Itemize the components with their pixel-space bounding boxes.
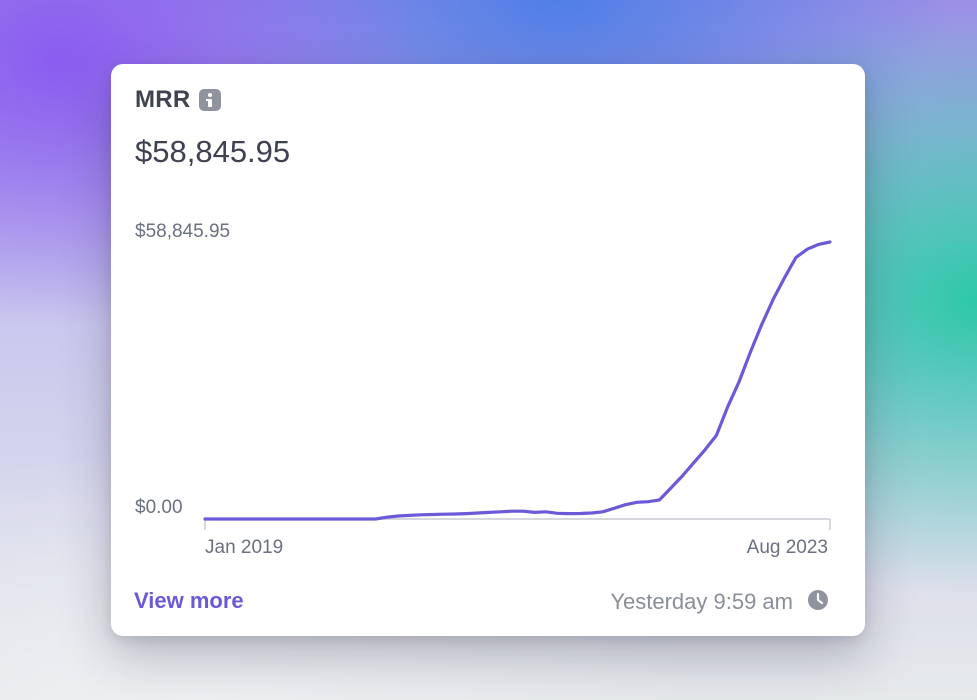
clock-icon[interactable] [807,589,829,611]
info-icon[interactable] [198,89,221,111]
x-tick-label-end: Aug 2023 [747,537,828,558]
card-title: MRR [135,86,191,113]
card-header: MRR [135,86,221,114]
mrr-line-chart: $58,845.95 $0.00 Jan 2019 Aug 2023 [135,221,832,558]
y-tick-label-max: $58,845.95 [135,221,230,242]
view-more-link[interactable]: View more [134,588,244,613]
current-value: $58,845.95 [135,134,291,169]
mrr-series-line [203,240,832,521]
mrr-card: MRR $58,845.95 $58,845.95 $0.00 Jan 2019… [111,64,865,636]
x-tick-label-start: Jan 2019 [205,537,283,558]
y-tick-label-min: $0.00 [135,497,183,518]
last-updated-timestamp: Yesterday 9:59 am [610,589,793,614]
